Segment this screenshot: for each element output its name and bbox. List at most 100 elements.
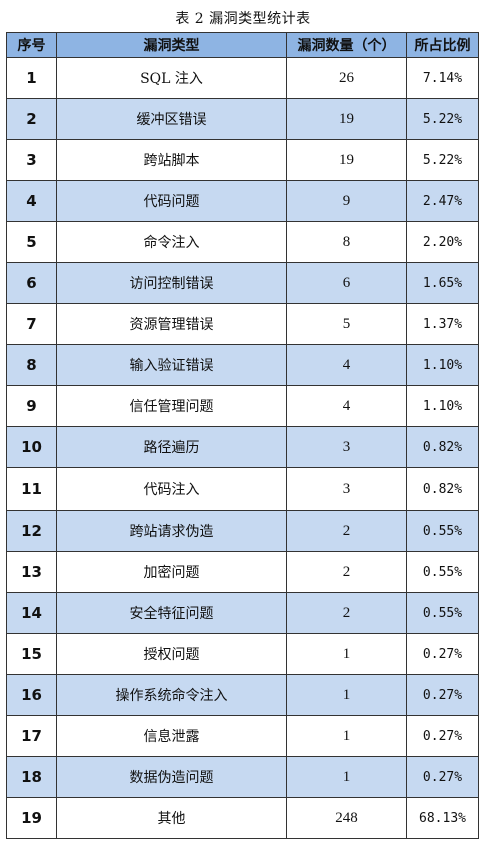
header-ratio: 所占比例: [406, 32, 479, 58]
row-index: 11: [6, 467, 57, 511]
row-type: 其他: [56, 797, 287, 839]
table-header: 序号 漏洞类型 漏洞数量（个） 所占比例: [6, 32, 479, 58]
row-ratio: 1.37%: [406, 303, 479, 345]
row-count: 2: [286, 551, 407, 593]
row-index: 2: [6, 98, 57, 140]
row-count: 6: [286, 262, 407, 304]
row-ratio: 0.55%: [406, 592, 479, 634]
row-type: 代码注入: [56, 467, 287, 511]
header-count: 漏洞数量（个）: [286, 32, 407, 58]
row-type: 数据伪造问题: [56, 756, 287, 798]
row-count: 19: [286, 98, 407, 140]
row-count: 1: [286, 715, 407, 757]
row-count: 2: [286, 592, 407, 634]
row-type: 缓冲区错误: [56, 98, 287, 140]
row-type: 访问控制错误: [56, 262, 287, 304]
row-ratio: 1.10%: [406, 385, 479, 427]
row-ratio: 0.27%: [406, 674, 479, 716]
header-index: 序号: [6, 32, 57, 58]
table-caption: 表 2 漏洞类型统计表: [175, 11, 311, 27]
header-type: 漏洞类型: [56, 32, 287, 58]
table-row: 7 资源管理错误 5 1.37%: [6, 303, 479, 345]
row-ratio: 0.27%: [406, 715, 479, 757]
row-type: 跨站请求伪造: [56, 510, 287, 552]
row-ratio: 68.13%: [406, 797, 479, 839]
row-type: 信任管理问题: [56, 385, 287, 427]
table-row: 5 命令注入 8 2.20%: [6, 221, 479, 263]
row-ratio: 1.10%: [406, 344, 479, 386]
row-index: 19: [6, 797, 57, 839]
row-count: 26: [286, 57, 407, 99]
row-index: 15: [6, 633, 57, 675]
row-index: 12: [6, 510, 57, 552]
row-index: 3: [6, 139, 57, 181]
row-ratio: 5.22%: [406, 98, 479, 140]
row-index: 18: [6, 756, 57, 798]
row-type: SQL 注入: [56, 57, 287, 99]
header-row: 序号 漏洞类型 漏洞数量（个） 所占比例: [6, 32, 479, 58]
row-type: 资源管理错误: [56, 303, 287, 345]
row-type: 路径遍历: [56, 426, 287, 468]
row-count: 5: [286, 303, 407, 345]
row-ratio: 1.65%: [406, 262, 479, 304]
row-type: 输入验证错误: [56, 344, 287, 386]
row-index: 10: [6, 426, 57, 468]
row-ratio: 0.27%: [406, 756, 479, 798]
row-type: 代码问题: [56, 180, 287, 222]
row-index: 6: [6, 262, 57, 304]
table-row: 14 安全特征问题 2 0.55%: [6, 592, 479, 634]
row-ratio: 2.20%: [406, 221, 479, 263]
table-row: 12 跨站请求伪造 2 0.55%: [6, 510, 479, 552]
table-row: 16 操作系统命令注入 1 0.27%: [6, 674, 479, 716]
table-body: 1 SQL 注入 26 7.14% 2 缓冲区错误 19 5.22% 3 跨站脚本 19 5.22% 4…: [6, 57, 479, 839]
row-index: 1: [6, 57, 57, 99]
row-count: 1: [286, 674, 407, 716]
row-type: 安全特征问题: [56, 592, 287, 634]
row-ratio: 0.82%: [406, 467, 479, 511]
table-row: 6 访问控制错误 6 1.65%: [6, 262, 479, 304]
row-type: 命令注入: [56, 221, 287, 263]
table-row: 10 路径遍历 3 0.82%: [6, 426, 479, 468]
row-index: 9: [6, 385, 57, 427]
row-count: 3: [286, 467, 407, 511]
row-type: 操作系统命令注入: [56, 674, 287, 716]
table-row: 17 信息泄露 1 0.27%: [6, 715, 479, 757]
row-count: 248: [286, 797, 407, 839]
row-ratio: 0.55%: [406, 551, 479, 593]
table-row: 19 其他 248 68.13%: [6, 797, 479, 839]
row-ratio: 7.14%: [406, 57, 479, 99]
row-count: 1: [286, 633, 407, 675]
row-type: 加密问题: [56, 551, 287, 593]
row-index: 4: [6, 180, 57, 222]
row-index: 14: [6, 592, 57, 634]
vulnerability-type-table: 序号 漏洞类型 漏洞数量（个） 所占比例 1 SQL 注入 26 7.14% 2 缓冲区错…: [6, 32, 479, 839]
table-row: 2 缓冲区错误 19 5.22%: [6, 98, 479, 140]
row-count: 8: [286, 221, 407, 263]
table-row: 3 跨站脚本 19 5.22%: [6, 139, 479, 181]
row-index: 16: [6, 674, 57, 716]
row-index: 7: [6, 303, 57, 345]
table-row: 9 信任管理问题 4 1.10%: [6, 385, 479, 427]
table-row: 15 授权问题 1 0.27%: [6, 633, 479, 675]
row-ratio: 0.55%: [406, 510, 479, 552]
row-count: 1: [286, 756, 407, 798]
row-count: 9: [286, 180, 407, 222]
table-row: 1 SQL 注入 26 7.14%: [6, 57, 479, 99]
row-type: 跨站脚本: [56, 139, 287, 181]
table-row: 8 输入验证错误 4 1.10%: [6, 344, 479, 386]
row-count: 19: [286, 139, 407, 181]
row-type: 授权问题: [56, 633, 287, 675]
table-row: 4 代码问题 9 2.47%: [6, 180, 479, 222]
table-row: 18 数据伪造问题 1 0.27%: [6, 756, 479, 798]
row-index: 8: [6, 344, 57, 386]
row-index: 17: [6, 715, 57, 757]
table-row: 11 代码注入 3 0.82%: [6, 467, 479, 511]
row-count: 4: [286, 385, 407, 427]
row-ratio: 0.82%: [406, 426, 479, 468]
row-count: 3: [286, 426, 407, 468]
row-index: 13: [6, 551, 57, 593]
row-ratio: 2.47%: [406, 180, 479, 222]
row-count: 4: [286, 344, 407, 386]
row-ratio: 5.22%: [406, 139, 479, 181]
row-count: 2: [286, 510, 407, 552]
